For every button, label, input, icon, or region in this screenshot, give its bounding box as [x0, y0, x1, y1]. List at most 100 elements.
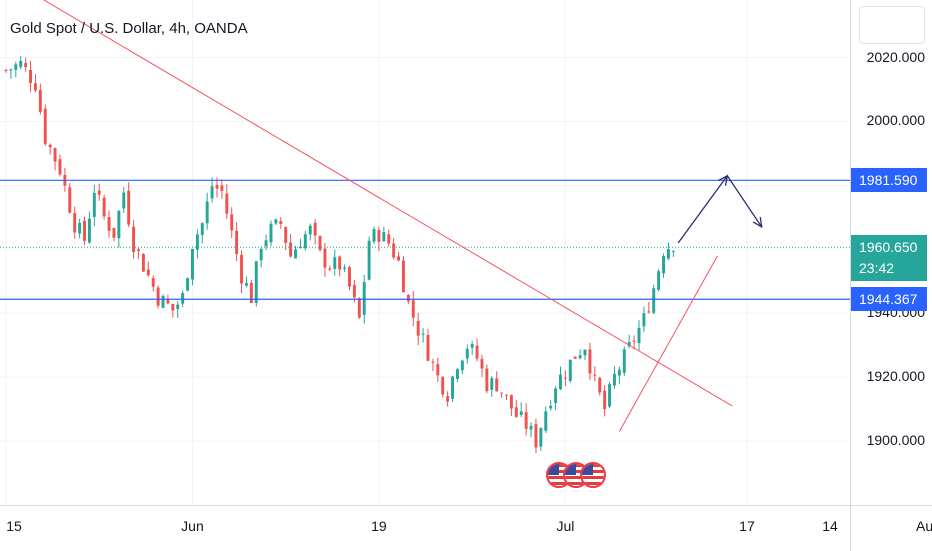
candle-body	[524, 412, 528, 429]
time-tick-label: 15	[6, 518, 22, 534]
candle-body	[387, 234, 391, 244]
candle-body	[146, 269, 150, 276]
candle-body	[401, 260, 405, 293]
candle-body	[161, 295, 165, 308]
candle-body	[367, 240, 371, 280]
candle-body	[107, 216, 111, 231]
candle-body	[43, 108, 47, 144]
candle-body	[24, 63, 28, 68]
candle-body	[53, 148, 57, 162]
candle-body	[529, 426, 533, 430]
price-tick-label: 1900.000	[866, 432, 925, 449]
candle-body	[465, 348, 469, 359]
candle-body	[642, 313, 646, 327]
candle-body	[637, 328, 641, 344]
candle-body	[225, 193, 229, 214]
candle-body	[647, 311, 651, 313]
candle-body	[632, 340, 636, 342]
arrow-head-down	[752, 216, 763, 229]
candle-body	[333, 257, 337, 269]
candle-body	[97, 190, 101, 195]
candle-body	[200, 223, 204, 235]
candle-body	[176, 304, 180, 309]
candle-body	[294, 249, 297, 259]
candle-body	[406, 295, 410, 302]
candle-body	[303, 234, 307, 249]
candle-body	[534, 424, 538, 448]
descending-trendline	[42, 0, 733, 407]
price-tick-label: 2000.000	[866, 112, 925, 129]
candle-body	[662, 256, 666, 274]
candle-body	[58, 159, 62, 175]
candle-body	[269, 223, 273, 243]
us-flag-icon[interactable]	[580, 462, 606, 488]
candle-body	[509, 394, 513, 409]
candle-body	[549, 405, 553, 409]
chart-settings-button[interactable]	[859, 6, 925, 44]
price-axis[interactable]: 2020.0002000.0001980.0001960.0001940.000…	[850, 0, 932, 505]
price-tick-label: 1920.000	[866, 368, 925, 385]
candle-body	[249, 282, 253, 303]
price-tag-last-price: 1960.650 23:42	[851, 235, 927, 282]
candle-body	[83, 220, 86, 241]
candle-body	[343, 267, 347, 269]
candle-body	[338, 256, 342, 270]
candle-body	[195, 234, 199, 250]
arrow-head-up	[718, 174, 729, 186]
time-tick-label: Jul	[556, 518, 575, 534]
candle-body	[112, 227, 116, 238]
time-axis[interactable]: 15 Jun 19 Jul 17 Aug 14	[0, 505, 932, 551]
candle-body	[563, 377, 567, 379]
candle-body	[264, 240, 268, 247]
chart-area[interactable]: Gold Spot / U.S. Dollar, 4h, OANDA	[0, 0, 850, 505]
candle-body	[480, 359, 484, 369]
candle-body	[230, 214, 234, 231]
candle-body	[186, 278, 190, 291]
candle-body	[475, 345, 479, 359]
candle-body	[14, 64, 18, 70]
candle-body	[583, 349, 587, 356]
chart-title: Gold Spot / U.S. Dollar, 4h, OANDA	[10, 20, 248, 37]
candle-body	[274, 219, 278, 224]
candle-body	[171, 303, 175, 311]
candle-body	[73, 213, 77, 233]
candle-body	[490, 378, 494, 390]
candle-body	[470, 344, 474, 348]
candle-body	[19, 60, 23, 68]
candle-body	[181, 293, 185, 304]
candle-body	[156, 287, 160, 306]
candle-body	[137, 249, 140, 252]
candle-body	[205, 201, 209, 224]
price-tag-label: 1981.590	[859, 172, 918, 189]
candle-body	[446, 396, 450, 402]
candle-body	[284, 227, 288, 243]
candle-body	[568, 359, 572, 381]
candle-body	[377, 230, 381, 242]
time-tick-label: 19	[371, 518, 387, 534]
candle-body	[431, 361, 435, 363]
candle-body	[328, 268, 332, 270]
candle-body	[460, 360, 464, 371]
candle-body	[29, 69, 33, 83]
candle-body	[612, 373, 616, 386]
candle-body	[9, 69, 13, 71]
price-chart[interactable]	[0, 0, 850, 505]
candle-body	[38, 90, 42, 112]
candle-body	[279, 220, 283, 225]
candle-body	[441, 376, 445, 395]
candle-body	[259, 248, 263, 261]
candle-body	[455, 369, 459, 379]
candle-body	[190, 248, 194, 280]
bar-countdown: 23:42	[859, 260, 895, 277]
candle-body	[603, 390, 607, 410]
time-tick-label: 14	[822, 518, 838, 534]
candle-body	[352, 285, 356, 298]
candle-body	[657, 271, 661, 290]
candle-body	[588, 349, 592, 374]
candle-body	[411, 300, 415, 318]
candle-body	[554, 388, 558, 403]
candle-body	[416, 320, 420, 336]
axis-corner	[850, 505, 932, 551]
time-tick-label: Jun	[181, 518, 204, 534]
candle-body	[87, 218, 91, 243]
